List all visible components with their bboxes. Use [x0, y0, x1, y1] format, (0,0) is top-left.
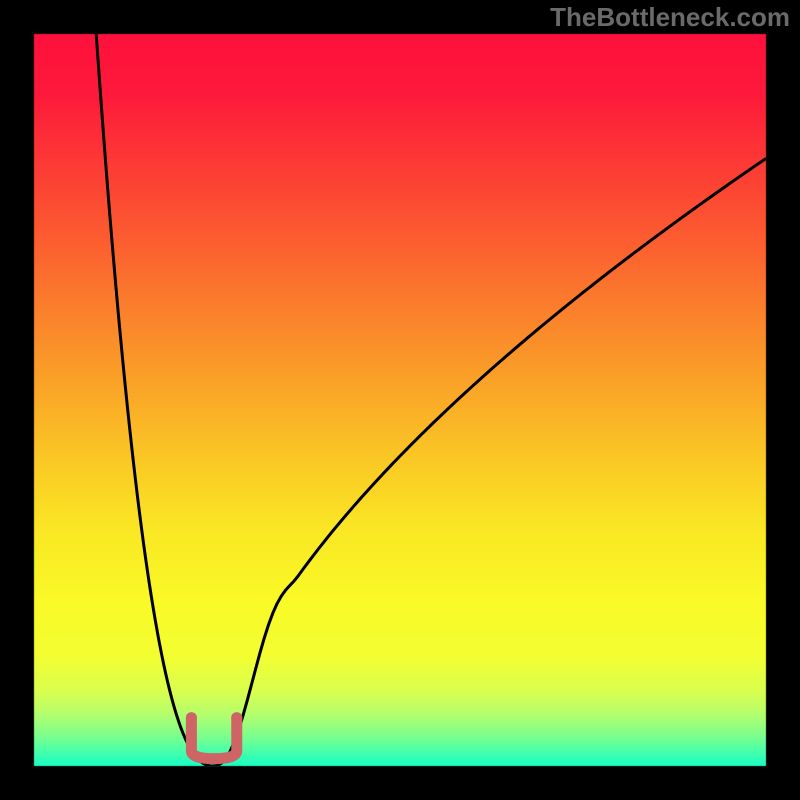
- chart-container: TheBottleneck.com: [0, 0, 800, 800]
- valley-marker: [186, 712, 242, 758]
- chart-svg: [0, 0, 800, 800]
- bottleneck-curve: [96, 34, 766, 766]
- watermark-text: TheBottleneck.com: [550, 2, 790, 33]
